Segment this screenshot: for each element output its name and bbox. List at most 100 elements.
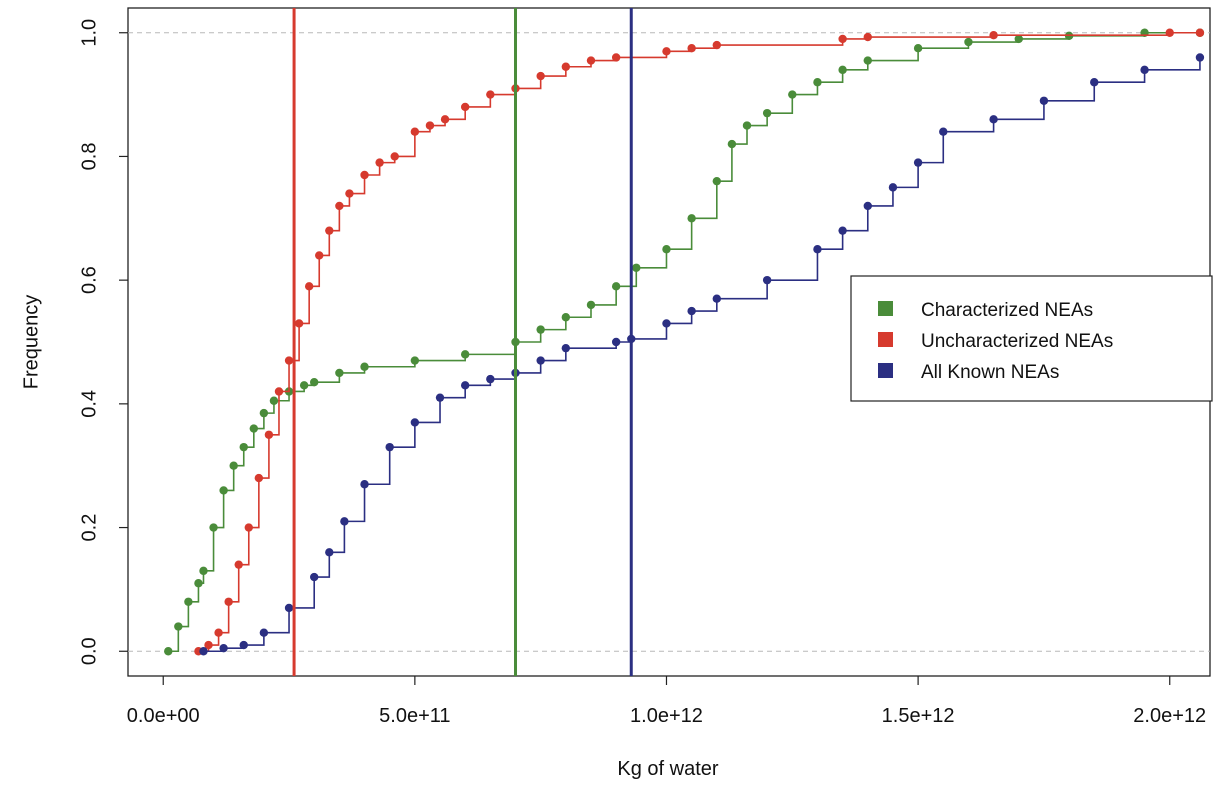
data-point [1090,78,1099,87]
data-point [611,337,621,347]
data-point [310,572,319,582]
x-tick-label: 5.0e+11 [379,705,450,727]
data-point [712,294,722,303]
data-point [435,393,445,402]
data-point [561,313,571,322]
y-axis-title-group: Frequency [20,295,42,390]
y-tick-label: 0.6 [78,266,100,294]
data-point [561,62,571,71]
data-point [219,486,228,495]
data-point [254,473,264,483]
data-point [662,47,671,56]
data-point [662,245,671,254]
data-point [536,71,545,81]
data-point [813,245,822,254]
data-point [1039,96,1049,105]
data-point [209,523,218,532]
data-point [712,176,722,186]
legend-swatch [878,332,893,347]
data-point [687,214,696,223]
data-point [611,282,621,291]
data-point [304,282,314,291]
data-point [687,306,696,316]
data-point [360,480,369,489]
data-point [989,31,998,40]
legend-swatch [878,363,893,378]
data-point [813,78,822,87]
data-point [863,56,872,65]
data-point [888,183,898,192]
y-tick-label: 0.0 [78,637,100,665]
data-point [1140,65,1149,75]
data-point [586,56,596,65]
legend-label: All Known NEAs [921,362,1059,383]
data-point [410,418,420,427]
data-point [269,396,279,405]
data-point [863,201,872,211]
data-point [390,152,399,161]
data-point [199,647,208,656]
data-point [1014,34,1023,44]
data-point [727,139,737,149]
x-axis-title: Kg of water [617,758,719,780]
data-point [259,408,269,418]
data-point [294,319,304,328]
data-point [284,603,294,613]
y-tick-label: 0.4 [78,390,100,418]
data-point [315,251,324,260]
data-point [174,622,183,631]
data-point [561,343,571,353]
data-point [687,44,696,53]
data-point [335,201,344,211]
series-0 [164,28,1205,656]
data-point [536,356,545,365]
data-point [964,37,973,47]
data-point [989,115,998,124]
legend: Characterized NEAs Uncharacterized NEAs Al… [850,275,1213,402]
data-point [460,102,470,112]
data-point [340,517,349,526]
data-point [284,356,294,365]
data-point [244,523,253,532]
data-point [360,362,369,371]
data-point [194,579,203,588]
legend-label: Characterized NEAs [921,300,1093,321]
data-point [274,387,284,396]
y-axis-title: Frequency [20,295,42,390]
data-point [742,121,752,130]
data-point [536,325,545,334]
y-tick-label: 1.0 [78,19,100,47]
x-tick-label: 1.0e+12 [630,705,703,727]
data-point [234,560,243,569]
data-point [310,378,319,387]
data-point [632,263,641,272]
data-point [1195,53,1205,62]
data-point [913,44,923,53]
data-point [335,368,344,378]
data-point [239,640,248,650]
data-point [360,170,369,180]
data-point [788,90,797,99]
data-point [425,121,435,130]
data-point [199,566,208,576]
data-point [486,90,495,99]
data-point [586,300,596,310]
data-point [1195,28,1205,37]
x-tick-label: 0.0e+00 [127,705,200,727]
legend-box [850,275,1213,402]
y-tick-label: 0.8 [78,143,100,171]
data-point [440,115,450,124]
legend-label: Uncharacterized NEAs [921,331,1113,352]
data-point [239,442,248,452]
data-point [838,65,847,75]
data-point [214,628,223,637]
data-point [486,374,495,384]
data-point [410,127,420,136]
x-tick-label: 1.5e+12 [882,705,955,727]
series-1 [194,28,1205,656]
data-point [345,189,354,198]
data-point [325,226,334,235]
data-point [712,40,722,50]
data-point [299,381,309,390]
